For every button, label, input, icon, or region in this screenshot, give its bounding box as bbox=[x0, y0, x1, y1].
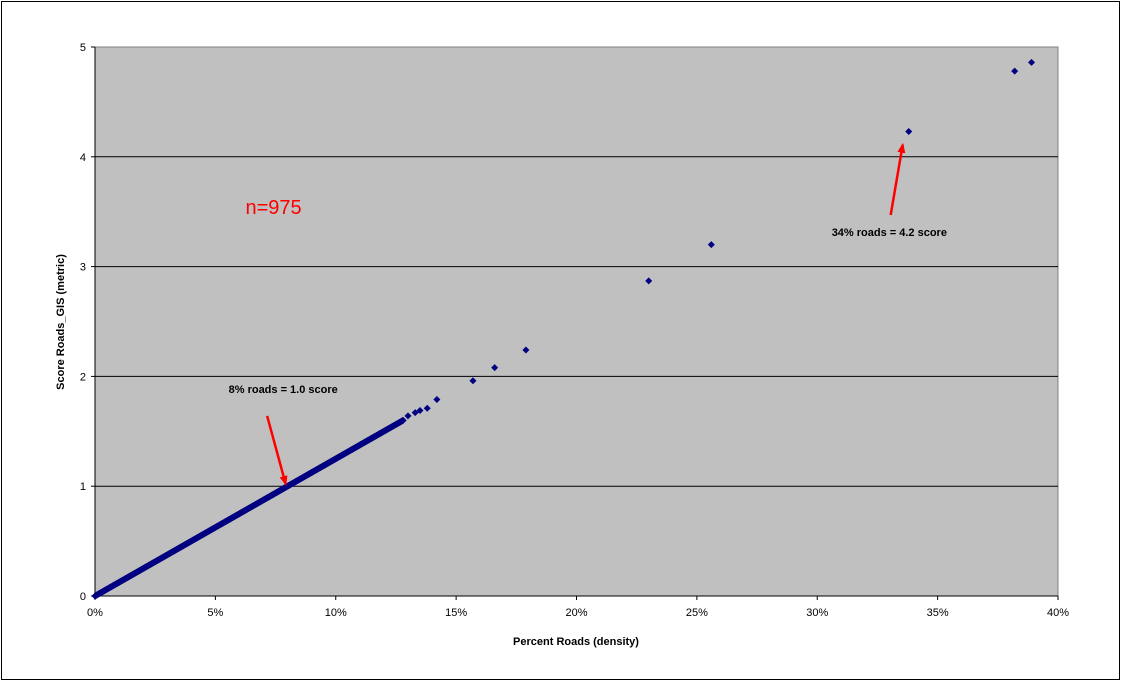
y-tick-label-2: 2 bbox=[80, 371, 86, 383]
data-point bbox=[411, 409, 419, 417]
x-tick-label-8: 40% bbox=[1047, 607, 1069, 619]
data-point bbox=[423, 404, 431, 412]
x-tick-label-3: 15% bbox=[445, 607, 467, 619]
x-tick-label-6: 30% bbox=[806, 607, 828, 619]
y-tick-labels: 0 1 2 3 4 5 bbox=[80, 42, 86, 603]
annotation-label-1: 8% roads = 1.0 score bbox=[229, 384, 338, 396]
data-point bbox=[645, 277, 653, 285]
data-point bbox=[433, 395, 441, 403]
data-point bbox=[905, 128, 913, 136]
gridlines bbox=[95, 156, 1058, 487]
x-tick-label-2: 10% bbox=[325, 607, 347, 619]
x-tick-label-5: 25% bbox=[686, 607, 708, 619]
y-tick-label-4: 4 bbox=[80, 152, 86, 164]
annotations: n=975 8% roads = 1.0 score 34% roads = 4.2… bbox=[229, 142, 947, 486]
x-tick-label-1: 5% bbox=[207, 607, 223, 619]
data-point bbox=[1028, 58, 1036, 66]
x-tick-label-7: 35% bbox=[927, 607, 949, 619]
y-tick-label-1: 1 bbox=[80, 481, 86, 493]
y-tick-label-5: 5 bbox=[80, 42, 86, 54]
y-tick-label-3: 3 bbox=[80, 262, 86, 274]
data-point bbox=[491, 364, 499, 372]
annotation-label-2: 34% roads = 4.2 score bbox=[832, 227, 947, 239]
y-tick-label-0: 0 bbox=[80, 591, 86, 603]
x-tick-label-4: 20% bbox=[565, 607, 587, 619]
data-point bbox=[522, 346, 530, 354]
annotation-arrow-1 bbox=[265, 415, 288, 486]
data-point bbox=[1011, 67, 1019, 75]
data-point bbox=[416, 406, 424, 414]
sample-size-label: n=975 bbox=[245, 197, 301, 219]
data-point bbox=[399, 416, 407, 424]
y-axis-title: Score Roads_GIS (metric) bbox=[55, 254, 67, 390]
data-point bbox=[469, 377, 477, 385]
data-point bbox=[707, 241, 715, 249]
x-tick-labels: 0% 5% 10% 15% 20% 25% 30% 35% 40% bbox=[87, 607, 1069, 619]
x-tick-label-0: 0% bbox=[87, 607, 103, 619]
data-points bbox=[91, 58, 1036, 600]
data-point bbox=[404, 412, 412, 420]
x-axis-title: Percent Roads (density) bbox=[513, 636, 639, 648]
annotation-arrow-2 bbox=[889, 142, 906, 216]
